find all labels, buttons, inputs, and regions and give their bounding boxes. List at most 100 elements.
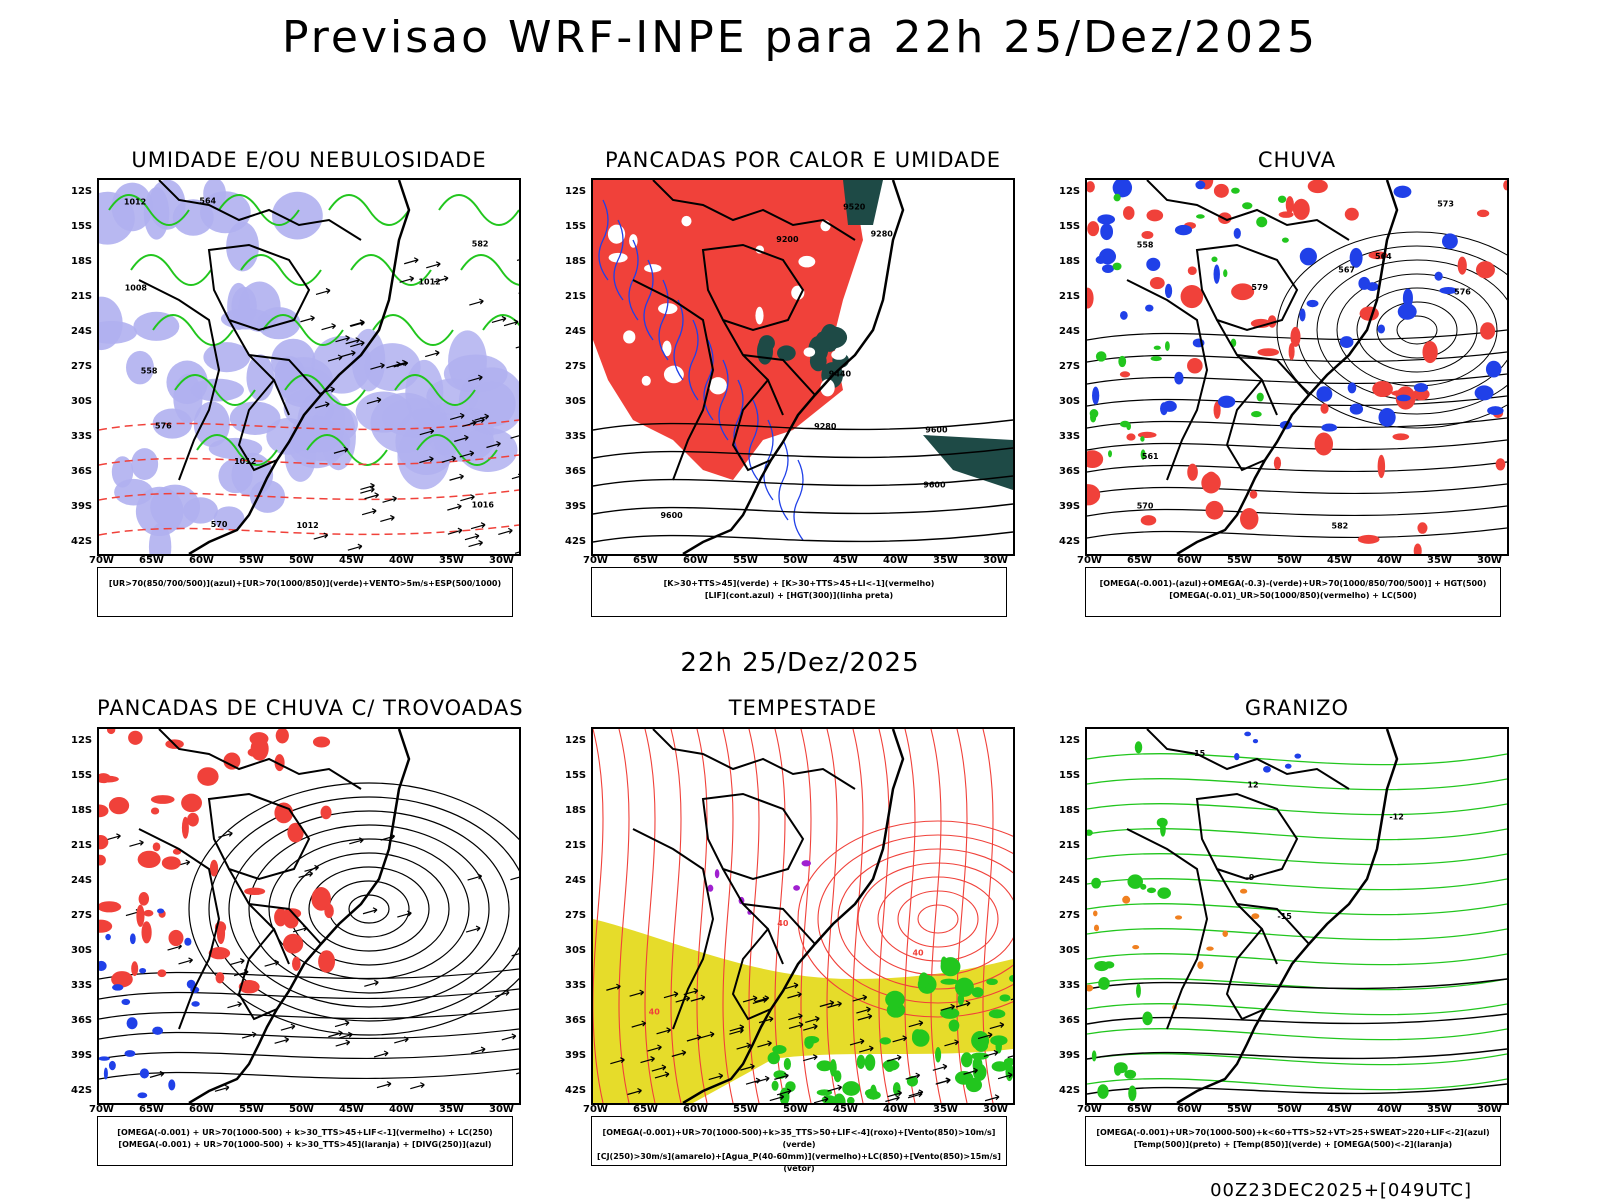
- lon-tick-label: 60W: [1177, 1104, 1202, 1115]
- field-blob: [1132, 945, 1139, 949]
- field-blob: [1345, 208, 1359, 221]
- contour-label: 567: [1338, 266, 1355, 275]
- field-blob: [857, 1055, 866, 1069]
- contour-line: [1087, 528, 1507, 538]
- field-blob: [1293, 199, 1310, 220]
- field-blob: [99, 180, 101, 182]
- field-blob: [127, 1017, 138, 1029]
- wind-vector: [397, 911, 411, 917]
- field-blob: [1250, 490, 1258, 498]
- contour-line: [1087, 462, 1507, 472]
- field-blob: [958, 993, 964, 1005]
- panel-title-granizo: GRANIZO: [1085, 696, 1509, 720]
- field-blob: [99, 180, 101, 181]
- contour-label: 40: [649, 1007, 661, 1016]
- wind-vector: [468, 874, 482, 880]
- contour-line: [1087, 804, 1507, 815]
- lat-tick-label: 24S: [565, 875, 586, 886]
- field-blob: [999, 994, 1010, 1001]
- contour-label: 1016: [472, 501, 495, 510]
- field-blob: [99, 180, 100, 182]
- field-blob: [1307, 300, 1319, 307]
- field-blob: [136, 905, 144, 927]
- field-blob: [1100, 223, 1113, 240]
- field-blob: [1503, 180, 1507, 190]
- lat-tick-label: 18S: [565, 805, 586, 816]
- wind-vector: [511, 432, 519, 438]
- field-blob: [1150, 277, 1165, 289]
- contour-label: 582: [1332, 522, 1349, 531]
- lon-tick-label: 30W: [983, 1104, 1008, 1115]
- field-blob: [99, 180, 101, 182]
- wind-vector: [469, 299, 483, 305]
- field-blob: [1160, 821, 1166, 837]
- field-blob: [99, 180, 100, 182]
- footer-run-id: 00Z23DEC2025+[049UTC]: [1210, 1180, 1472, 1201]
- field-blob: [1138, 432, 1157, 438]
- wind-vector: [362, 509, 376, 515]
- field-blob: [866, 1091, 881, 1100]
- lat-tick-label: 33S: [1059, 431, 1080, 442]
- field-blob: [216, 972, 225, 983]
- field-blob: [250, 732, 269, 745]
- lon-tick-label: 35W: [439, 1104, 464, 1115]
- lat-tick-label: 39S: [71, 501, 92, 512]
- lat-tick-label: 39S: [565, 501, 586, 512]
- lon-tick-label: 35W: [1427, 1104, 1452, 1115]
- field-blob: [1321, 424, 1337, 432]
- field-blob: [1257, 393, 1264, 402]
- field-blob: [194, 402, 230, 447]
- field-blob: [847, 1097, 855, 1103]
- wind-vector: [218, 831, 232, 837]
- lon-tick-label: 45W: [1327, 1104, 1352, 1115]
- lat-tick-label: 42S: [565, 1085, 586, 1096]
- field-blob: [1196, 214, 1205, 218]
- lat-tick-label: 21S: [71, 291, 92, 302]
- contour-line: [229, 811, 509, 1007]
- field-blob: [153, 842, 161, 851]
- lon-tick-label: 55W: [733, 1104, 758, 1115]
- field-blob: [1263, 766, 1271, 773]
- field-blob: [623, 330, 635, 343]
- field-blob: [283, 934, 303, 954]
- field-blob: [99, 920, 112, 933]
- field-blob: [1214, 184, 1229, 198]
- legend-tempestade: [OMEGA(-0.001)+UR>70(1000-500)+k>35_TTS>…: [591, 1116, 1007, 1166]
- wind-vector: [471, 1047, 485, 1053]
- lon-tick-label: 60W: [189, 555, 214, 566]
- legend-line: [CJ(250)>30m/s](amarelo)+[Agua_P(40-60mm…: [592, 1151, 1006, 1175]
- field-blob: [276, 729, 289, 743]
- lon-tick-label: 30W: [489, 555, 514, 566]
- field-blob: [1278, 196, 1286, 203]
- contour-line: [461, 255, 519, 285]
- field-blob: [955, 978, 974, 997]
- field-blob: [140, 1068, 149, 1078]
- lon-tick-label: 40W: [1377, 1104, 1402, 1115]
- lat-tick-label: 30S: [565, 396, 586, 407]
- panel-title-tempestade: TEMPESTADE: [591, 696, 1015, 720]
- lon-tick-label: 30W: [489, 1104, 514, 1115]
- field-blob: [755, 307, 763, 325]
- lon-tick-label: 65W: [1127, 555, 1152, 566]
- field-blob: [842, 1081, 860, 1096]
- wind-vector: [410, 1083, 424, 1089]
- lat-tick-label: 36S: [1059, 466, 1080, 477]
- contour-line: [373, 315, 453, 345]
- lon-tick-label: 50W: [783, 1104, 808, 1115]
- field-blob: [865, 1054, 876, 1071]
- field-blob: [1274, 457, 1281, 470]
- lon-tick-label: 70W: [583, 555, 608, 566]
- contour-label: 9280: [814, 422, 837, 431]
- wind-vector: [230, 959, 244, 965]
- wind-vector: [129, 840, 143, 846]
- lat-tick-label: 36S: [1059, 1015, 1080, 1026]
- lon-tick-label: 30W: [1477, 1104, 1502, 1115]
- lat-tick-label: 24S: [71, 875, 92, 886]
- legend-line: [K>30+TTS>45](verde) + [K>30+TTS>45+LI<-…: [592, 578, 1006, 590]
- field-blob: [1097, 214, 1115, 224]
- legend-line: [UR>70(850/700/500)](azul)+[UR>70(1000/8…: [98, 578, 512, 590]
- field-blob: [1108, 450, 1112, 457]
